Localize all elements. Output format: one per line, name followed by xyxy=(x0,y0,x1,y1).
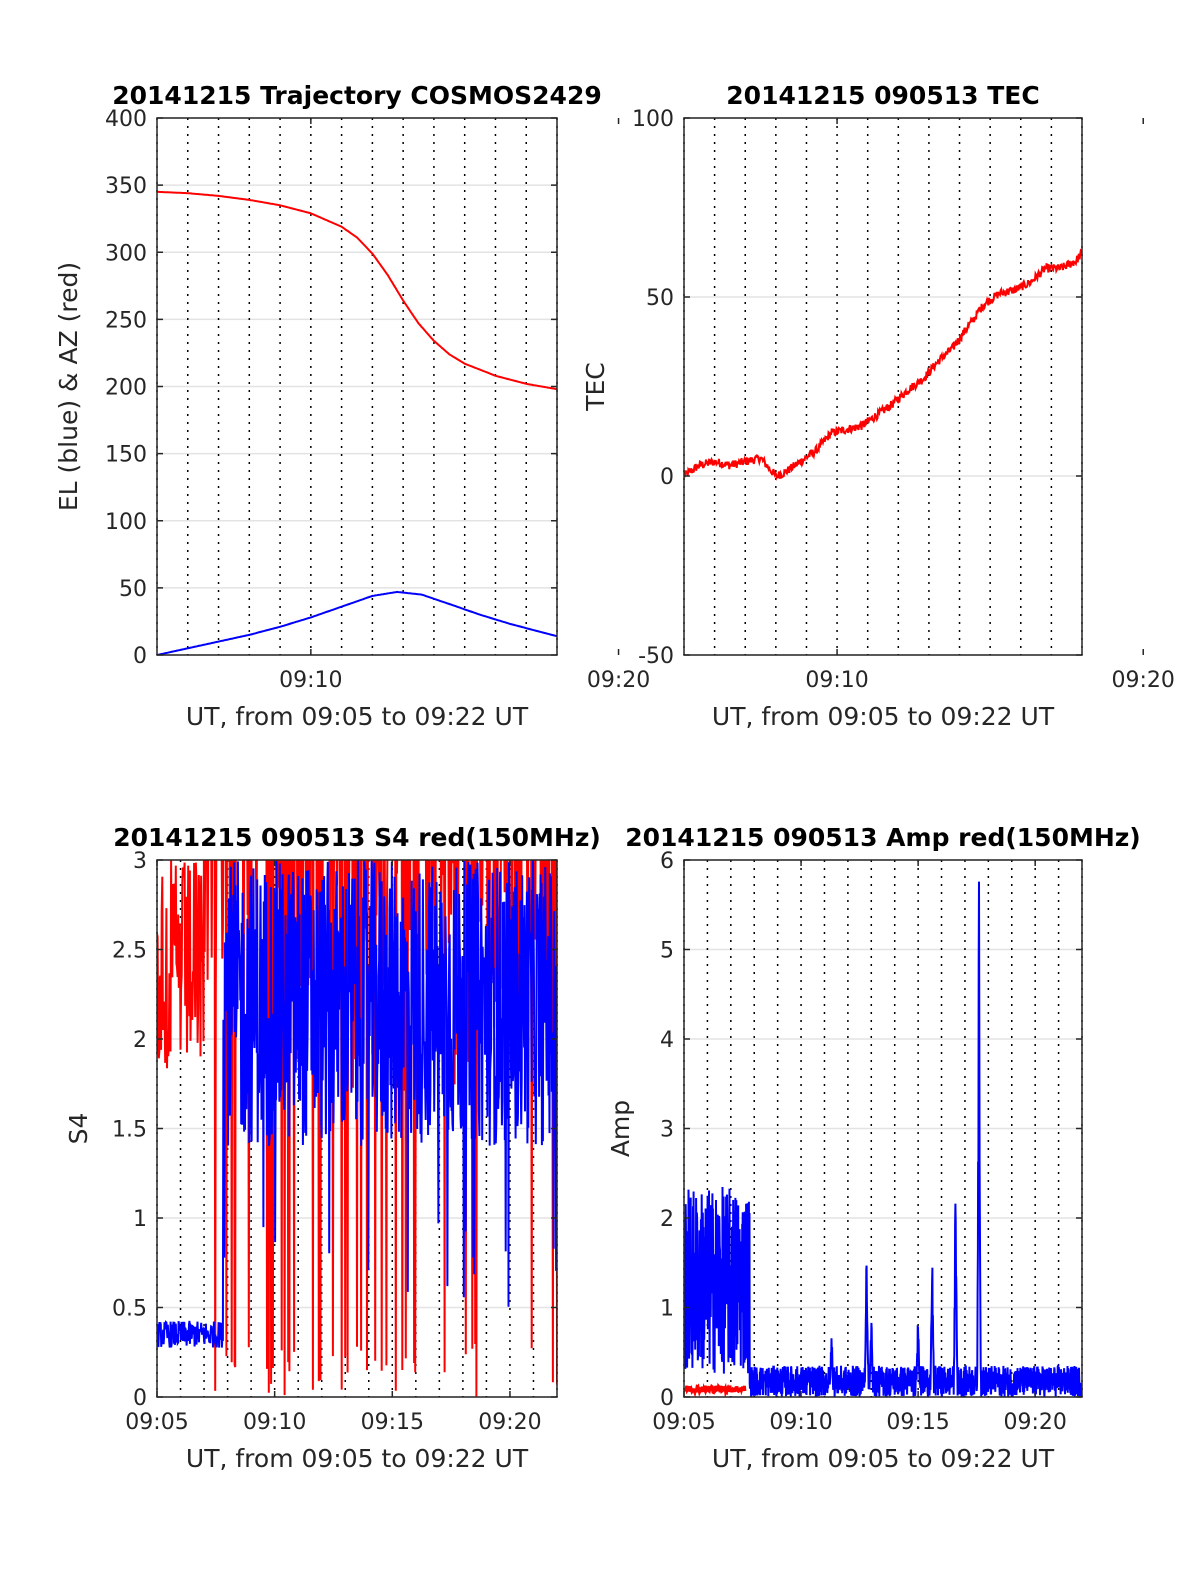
y-tick-label: 200 xyxy=(105,376,147,401)
x-tick-label: 09:05 xyxy=(652,1410,715,1435)
y-tick-label: 0 xyxy=(660,465,674,490)
y-tick-label: 100 xyxy=(632,107,674,132)
y-tick-label: 300 xyxy=(105,241,147,266)
chart-title: 20141215 Trajectory COSMOS2429 xyxy=(112,81,602,110)
y-axis-label: TEC xyxy=(581,362,610,412)
y-tick-label: 0 xyxy=(133,644,147,669)
x-tick-label: 09:05 xyxy=(125,1410,188,1435)
y-tick-label: 50 xyxy=(646,286,674,311)
x-tick-label: 09:10 xyxy=(805,668,868,693)
y-tick-label: 3 xyxy=(133,849,147,874)
amp-chart: 0 1 2 3 4 5 6 09:05 09:10 09:15 09:20 20141215 0905… xyxy=(606,823,1141,1473)
y-tick-label: -50 xyxy=(638,644,674,669)
plot-series xyxy=(157,190,557,655)
y-tick-label: 50 xyxy=(119,577,147,602)
x-tick-label: 09:10 xyxy=(279,668,342,693)
y-tick-label: 3 xyxy=(660,1118,674,1143)
plot-series xyxy=(684,881,1082,1397)
chart-title: 20141215 090513 TEC xyxy=(726,81,1039,110)
series-line-red xyxy=(684,1382,747,1397)
y-tick-label: 400 xyxy=(105,107,147,132)
y-tick-label: 350 xyxy=(105,174,147,199)
x-tick-label: 09:20 xyxy=(587,668,650,693)
series-line xyxy=(684,248,1082,482)
y-tick-label: 2.5 xyxy=(112,939,147,964)
y-axis-label: EL (blue) & AZ (red) xyxy=(54,262,83,511)
y-tick-label: 150 xyxy=(105,443,147,468)
x-axis-label: UT, from 09:05 to 09:22 UT xyxy=(712,1444,1055,1473)
series-line-blue xyxy=(157,860,557,1348)
y-tick-label: 0.5 xyxy=(112,1297,147,1322)
chart-title: 20141215 090513 S4 red(150MHz) xyxy=(113,823,601,852)
y-tick-label: 250 xyxy=(105,308,147,333)
y-tick-label: 1 xyxy=(660,1297,674,1322)
y-tick-label: 6 xyxy=(660,849,674,874)
y-tick-label: 5 xyxy=(660,939,674,964)
y-tick-label: 0 xyxy=(660,1386,674,1411)
y-tick-label: 1.5 xyxy=(112,1118,147,1143)
s4-chart: 0 0.5 1 1.5 2 2.5 3 09:05 09:10 09:15 09:20 2014121… xyxy=(64,823,601,1473)
y-tick-label: 2 xyxy=(133,1028,147,1053)
y-tick-label: 0 xyxy=(133,1386,147,1411)
series-line-blue xyxy=(684,881,1082,1397)
x-tick-label: 09:15 xyxy=(886,1410,949,1435)
plot-series xyxy=(157,860,557,1397)
trajectory-chart: 0 50 100 150 200 250 300 350 400 09:10 09:20 201412… xyxy=(54,81,650,731)
series-line-red xyxy=(157,860,557,1397)
tec-chart: -50 0 50 100 09:10 09:20 20141215 090513 TEC UT… xyxy=(581,81,1175,731)
y-axis-label: Amp xyxy=(606,1100,635,1157)
x-tick-label: 09:20 xyxy=(478,1410,541,1435)
x-tick-label: 09:10 xyxy=(769,1410,832,1435)
x-tick-label: 09:10 xyxy=(243,1410,306,1435)
chart-title: 20141215 090513 Amp red(150MHz) xyxy=(625,823,1141,852)
y-tick-label: 1 xyxy=(133,1207,147,1232)
y-tick-label: 2 xyxy=(660,1207,674,1232)
axes-box xyxy=(683,117,1083,656)
x-axis-label: UT, from 09:05 to 09:22 UT xyxy=(712,702,1055,731)
y-axis-label: S4 xyxy=(64,1113,93,1145)
y-tick-label: 4 xyxy=(660,1028,674,1053)
y-tick-label: 100 xyxy=(105,510,147,535)
series-line xyxy=(157,590,557,655)
plot-series xyxy=(684,248,1082,482)
series-line xyxy=(157,190,557,391)
x-axis-label: UT, from 09:05 to 09:22 UT xyxy=(186,1444,529,1473)
x-tick-label: 09:15 xyxy=(361,1410,424,1435)
x-tick-label: 09:20 xyxy=(1003,1410,1066,1435)
x-tick-label: 09:20 xyxy=(1112,668,1175,693)
plot-area xyxy=(684,118,1082,655)
x-axis-label: UT, from 09:05 to 09:22 UT xyxy=(186,702,529,731)
